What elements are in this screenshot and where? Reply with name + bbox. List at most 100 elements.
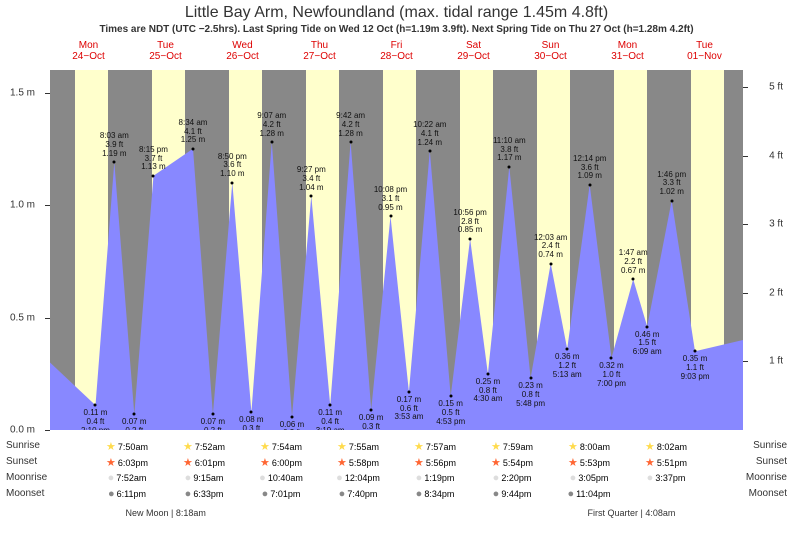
moonset-cell: ●7:40pm xyxy=(320,488,397,500)
date-label: Mon24−Oct xyxy=(50,40,127,62)
tide-label: 0.35 m1.1 ft9:03 pm xyxy=(681,355,710,381)
tide-point xyxy=(428,150,431,153)
tide-point xyxy=(588,183,591,186)
sunrise-cell: ★7:54am xyxy=(243,440,320,453)
tide-point xyxy=(646,325,649,328)
tide-point xyxy=(529,377,532,380)
y-right-tick: 2 ft xyxy=(769,287,783,298)
moonset-cell: ●8:34pm xyxy=(397,488,474,500)
tide-point xyxy=(133,413,136,416)
tide-point xyxy=(270,141,273,144)
tide-label: 9:42 am4.2 ft1.28 m xyxy=(336,112,365,138)
moonrise-cell: ●3:05pm xyxy=(551,472,628,484)
sunset-cell: ★5:51pm xyxy=(628,456,705,469)
chart-subtitle: Times are NDT (UTC −2.5hrs). Last Spring… xyxy=(0,24,793,35)
row-label-sunset: Sunset xyxy=(756,456,787,467)
sunrise-row: ★7:50am★7:52am★7:54am★7:55am★7:57am★7:59… xyxy=(50,440,743,453)
moonset-row: ●6:11pm●6:33pm●7:01pm●7:40pm●8:34pm●9:44… xyxy=(50,488,743,500)
tide-label: 0.07 m0.2 ft2:46 pm xyxy=(198,418,227,430)
y-left-tick: 1.5 m xyxy=(10,87,35,98)
tide-label: 1:46 pm3.3 ft1.02 m xyxy=(657,171,686,197)
tide-label: 10:56 pm2.8 ft0.85 m xyxy=(453,209,486,235)
sunset-cell: ★5:58pm xyxy=(320,456,397,469)
sunset-cell: ★5:53pm xyxy=(551,456,628,469)
tide-point xyxy=(469,237,472,240)
y-right-tick: 1 ft xyxy=(769,356,783,367)
tide-label: 0.11 m0.4 ft3:19 am xyxy=(316,409,345,430)
moonset-cell: ●11:04pm xyxy=(551,488,628,500)
tide-point xyxy=(610,357,613,360)
row-label-sunrise: Sunrise xyxy=(6,440,40,451)
row-label-sunset: Sunset xyxy=(6,456,37,467)
date-label: Fri28−Oct xyxy=(358,40,435,62)
tide-label: 10:22 am4.1 ft1.24 m xyxy=(413,121,446,147)
tide-point xyxy=(329,404,332,407)
sunrise-cell: ★8:00am xyxy=(551,440,628,453)
sunset-cell: ★6:03pm xyxy=(89,456,166,469)
tide-label: 11:10 am3.8 ft1.17 m xyxy=(493,137,526,163)
y-left-tick: 0.5 m xyxy=(10,312,35,323)
tide-point xyxy=(290,415,293,418)
sunrise-cell: ★7:55am xyxy=(320,440,397,453)
tide-point xyxy=(250,411,253,414)
tide-label: 0.32 m1.0 ft7:00 pm xyxy=(597,362,626,388)
tide-label: 12:03 am2.4 ft0.74 m xyxy=(534,234,567,260)
tide-point xyxy=(211,413,214,416)
tide-point xyxy=(549,262,552,265)
tide-label: 8:03 am3.9 ft1.19 m xyxy=(100,132,129,158)
tide-point xyxy=(231,181,234,184)
tide-point xyxy=(191,147,194,150)
moonrise-cell: ●9:15am xyxy=(166,472,243,484)
tide-label: 8:50 pm3.6 ft1.10 m xyxy=(218,153,247,179)
sunset-cell: ★5:54pm xyxy=(474,456,551,469)
row-label-sunrise: Sunrise xyxy=(753,440,787,451)
tide-point xyxy=(349,141,352,144)
tide-label: 8:34 am4.1 ft1.25 m xyxy=(179,119,208,145)
tide-label: 0.08 m0.3 ft2:46 am xyxy=(237,416,266,430)
tide-label: 9:07 am4.2 ft1.28 m xyxy=(257,112,286,138)
tide-label: 0.06 m0.2 ft3:25 pm xyxy=(278,421,307,431)
tide-label: 1:47 am2.2 ft0.67 m xyxy=(619,249,648,275)
tide-point xyxy=(389,215,392,218)
sunrise-cell: ★7:57am xyxy=(397,440,474,453)
sunset-cell: ★6:00pm xyxy=(243,456,320,469)
moonrise-cell: ●1:19pm xyxy=(397,472,474,484)
tide-point xyxy=(94,404,97,407)
date-label: Tue25−Oct xyxy=(127,40,204,62)
tide-label: 12:14 pm3.6 ft1.09 m xyxy=(573,155,606,181)
row-label-moonrise: Moonrise xyxy=(6,472,47,483)
moonset-cell: ●9:44pm xyxy=(474,488,551,500)
y-right-tick: 3 ft xyxy=(769,219,783,230)
tide-label: 0.25 m0.8 ft4:30 am xyxy=(473,378,502,404)
moonrise-cell: ●2:20pm xyxy=(474,472,551,484)
tide-point xyxy=(449,395,452,398)
sunrise-cell: ★7:50am xyxy=(89,440,166,453)
sunrise-cell: ★8:02am xyxy=(628,440,705,453)
moon-phase-label: First Quarter | 4:08am xyxy=(588,508,676,518)
row-label-moonset: Moonset xyxy=(749,488,787,499)
tide-point xyxy=(370,408,373,411)
row-label-moonset: Moonset xyxy=(6,488,44,499)
moonrise-cell: ●3:37pm xyxy=(628,472,705,484)
moonrise-cell: ●12:04pm xyxy=(320,472,397,484)
sunrise-cell: ★7:52am xyxy=(166,440,243,453)
tide-point xyxy=(632,278,635,281)
tide-label: 0.17 m0.6 ft3:53 am xyxy=(394,396,423,422)
chart-title: Little Bay Arm, Newfoundland (max. tidal… xyxy=(0,0,793,22)
tide-point xyxy=(566,348,569,351)
y-left-tick: 1.0 m xyxy=(10,200,35,211)
tide-label: 0.23 m0.8 ft5:48 pm xyxy=(516,382,545,408)
plot-area: 0.11 m0.4 ft2:10 pm8:03 am3.9 ft1.19 m0.… xyxy=(50,70,743,430)
sunset-cell: ★6:01pm xyxy=(166,456,243,469)
tide-point xyxy=(310,195,313,198)
tide-label: 8:15 pm3.7 ft1.13 m xyxy=(139,146,168,172)
date-label: Wed26−Oct xyxy=(204,40,281,62)
date-label: Sun30−Oct xyxy=(512,40,589,62)
tide-label: 0.15 m0.5 ft4:53 pm xyxy=(436,400,465,426)
tide-point xyxy=(694,350,697,353)
sunset-cell: ★5:56pm xyxy=(397,456,474,469)
date-axis: Mon24−OctTue25−OctWed26−OctThu27−OctFri2… xyxy=(50,40,743,62)
tide-point xyxy=(508,165,511,168)
tide-point xyxy=(670,199,673,202)
y-left-tick: 0.0 m xyxy=(10,425,35,436)
